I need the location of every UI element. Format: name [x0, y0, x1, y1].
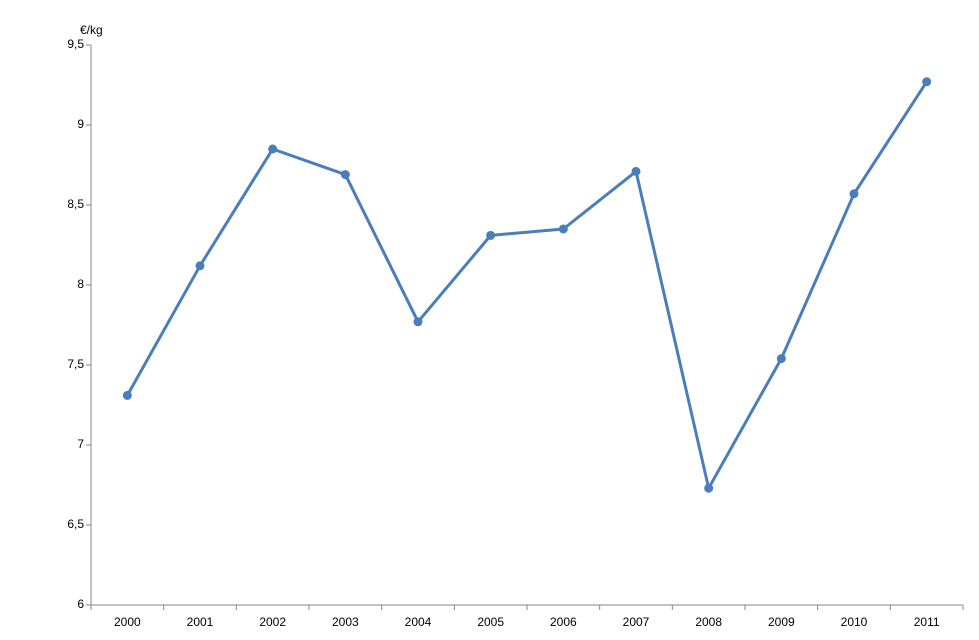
y-tick-label: 6,5: [67, 517, 84, 531]
point: [704, 483, 714, 493]
point: [413, 317, 423, 327]
y-tick-label: 6: [77, 597, 84, 611]
point: [340, 170, 350, 180]
point: [122, 390, 132, 400]
y-tick-label: 8: [77, 277, 84, 291]
y-tick-label: 7,5: [67, 357, 84, 371]
point: [776, 354, 786, 364]
x-tick-label: 2004: [405, 615, 432, 629]
x-tick-label: 2011: [914, 615, 940, 629]
x-tick-label: 2000: [114, 615, 141, 629]
y-tick-label: 9: [77, 117, 84, 131]
x-tick-label: 2009: [768, 615, 795, 629]
x-tick-label: 2007: [623, 615, 650, 629]
point: [922, 77, 932, 87]
x-tick-label: 2010: [841, 615, 868, 629]
x-tick-label: 2006: [550, 615, 577, 629]
x-tick-label: 2008: [695, 615, 722, 629]
y-tick-label: 9,5: [67, 37, 84, 51]
y-tick-label: 7: [77, 437, 84, 451]
point: [268, 144, 278, 154]
x-tick-label: 2003: [332, 615, 359, 629]
point: [631, 166, 641, 176]
x-tick-label: 2001: [187, 615, 214, 629]
y-tick-label: 8,5: [67, 197, 84, 211]
x-tick-label: 2005: [477, 615, 504, 629]
point: [849, 189, 859, 199]
y-axis-label: €/kg: [80, 23, 103, 37]
point: [558, 224, 568, 234]
point: [486, 230, 496, 240]
point: [195, 261, 205, 271]
line: [126, 80, 928, 490]
x-tick-label: 2002: [259, 615, 286, 629]
